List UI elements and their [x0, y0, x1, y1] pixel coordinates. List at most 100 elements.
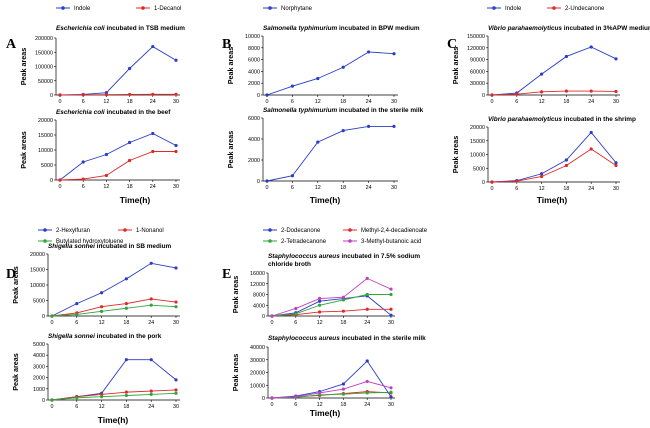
data-point: [540, 72, 544, 76]
legend: 2-Dodecanone Methyl-2,4-decadienoate 2-Tet…: [263, 228, 428, 245]
series-line: [271, 380, 392, 399]
series: [490, 89, 618, 97]
title-organism: Vibrio parahaemolyticus: [488, 116, 562, 123]
data-point: [341, 65, 345, 69]
x-axis-label: Time(h): [310, 408, 341, 418]
title-organism: Shigella sonnei: [48, 333, 95, 340]
data-point: [50, 314, 54, 318]
legend-swatch-marker: [268, 228, 272, 232]
legend-item: Norphytane: [263, 6, 313, 12]
data-point: [341, 392, 345, 396]
legend-label: Methyl-2,4-decadienoate: [361, 228, 428, 234]
x-tick-label: 0: [59, 99, 62, 105]
x-tick-label: 24: [588, 186, 594, 192]
panel-b: B Norphytane Salmonella typhimurium incuba…: [222, 6, 424, 205]
legend-item: Indole: [56, 6, 91, 12]
data-point: [151, 44, 155, 49]
series-line: [51, 262, 177, 317]
series: [265, 124, 396, 183]
panel-a: A Indole 1-Decanol Escherichia coli incubat…: [6, 6, 185, 205]
title-organism: Staphylococcus aureus: [268, 335, 340, 342]
subplot-title: Staphylococcus aureus incubated in 7.5% …: [268, 253, 420, 260]
y-tick-label: 20000: [30, 252, 45, 258]
series-line: [51, 298, 177, 317]
data-point: [100, 309, 104, 313]
subplot: Staphylococcus aureus incubated in the s…: [231, 335, 426, 408]
subplot-title-line2: chloride broth: [268, 261, 311, 268]
data-point: [100, 305, 104, 309]
title-rest: incubated in the pork: [95, 333, 162, 340]
data-point: [104, 93, 108, 97]
data-point: [318, 296, 322, 301]
x-tick-label: 18: [127, 99, 133, 105]
data-point: [151, 131, 155, 136]
data-point: [290, 174, 294, 178]
data-point: [365, 307, 369, 311]
x-tick-label: 24: [150, 99, 156, 105]
series-line: [59, 151, 176, 181]
data-point: [151, 149, 155, 154]
x-tick-label: 24: [148, 320, 154, 326]
series: [50, 388, 178, 402]
data-point: [81, 93, 85, 97]
subplot-title: Escherichia coli incubated in the beef: [56, 109, 171, 116]
data-point: [104, 152, 108, 157]
legend-label: Indole: [74, 6, 91, 12]
y-tick-label: 6000: [248, 116, 260, 122]
y-tick-label: 10000: [470, 153, 485, 159]
y-tick-label: 15000: [470, 139, 485, 145]
series: [58, 44, 178, 97]
x-tick-label: 12: [103, 184, 109, 190]
data-point: [294, 306, 298, 311]
legend-swatch-marker: [268, 6, 272, 10]
x-tick-label: 30: [613, 99, 619, 105]
subplot-title: Salmonella typhimurium incubated in BPW …: [263, 25, 420, 32]
y-tick-label: 3000: [33, 364, 45, 370]
y-tick-label: 0: [42, 398, 45, 404]
x-tick-label: 30: [391, 185, 397, 191]
x-tick-label: 6: [75, 320, 78, 326]
x-tick-label: 6: [82, 99, 85, 105]
y-tick-label: 150000: [35, 50, 53, 56]
legend-label: Butylated hydroxytoluene: [56, 239, 124, 245]
legend-swatch-marker: [552, 6, 556, 10]
x-axis-label: Time(h): [537, 195, 568, 205]
data-point: [589, 130, 593, 135]
y-tick-label: 5000: [33, 299, 45, 305]
x-tick-label: 30: [388, 320, 394, 326]
panel-label: E: [222, 267, 231, 282]
legend-item: 2-Dodecanone: [263, 228, 321, 234]
data-point: [540, 172, 544, 176]
subplot: Shigella sonnei incubated in the pork 0 10…: [11, 333, 180, 410]
x-tick-label: 6: [515, 186, 518, 192]
legend-swatch-marker: [43, 228, 47, 232]
series: [58, 92, 178, 97]
legend: Indole 1-Decanol: [56, 6, 181, 12]
y-tick-label: 50000: [38, 79, 53, 85]
data-point: [75, 302, 79, 306]
data-point: [365, 379, 369, 384]
legend-item: Indole: [487, 6, 522, 12]
subplot-title: Shigella sonnei incubated in SB medium: [48, 243, 172, 250]
y-tick-label: 6000: [248, 58, 260, 64]
x-tick-label: 6: [291, 99, 294, 105]
data-point: [614, 163, 618, 168]
x-tick-label: 30: [173, 99, 179, 105]
legend-swatch-marker: [61, 6, 65, 10]
y-tick-label: 5000: [41, 163, 53, 169]
y-axis-label: Peak areas: [19, 48, 28, 86]
legend-label: 2-Tetradecanone: [281, 239, 327, 245]
y-tick-label: 30000: [470, 81, 485, 87]
series: [490, 147, 618, 184]
data-point: [128, 66, 132, 71]
x-tick-label: 6: [294, 320, 297, 326]
y-tick-label: 8000: [253, 293, 265, 299]
y-tick-label: 10000: [245, 34, 260, 40]
title-organism: Escherichia coli: [56, 109, 105, 116]
legend: Indole 2-Undecanone: [487, 6, 605, 12]
data-point: [174, 149, 178, 154]
legend-swatch-marker: [492, 6, 496, 10]
legend-label: 2-Dodecanone: [281, 228, 321, 234]
data-point: [124, 358, 128, 362]
